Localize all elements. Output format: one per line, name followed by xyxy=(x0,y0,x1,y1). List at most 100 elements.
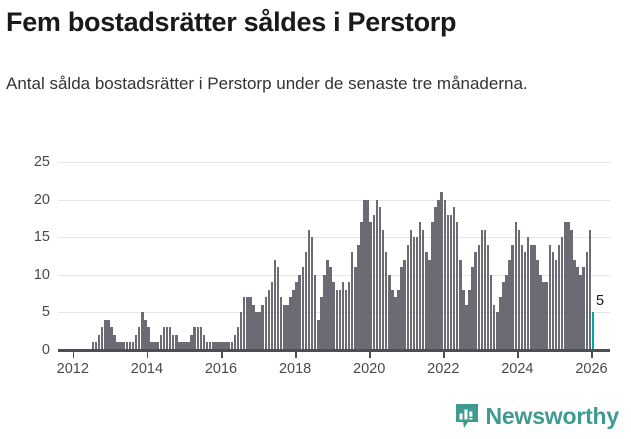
bar xyxy=(443,199,447,350)
bar xyxy=(533,244,536,350)
bar xyxy=(391,289,394,350)
bar xyxy=(215,342,218,350)
x-axis-tick-label: 2018 xyxy=(278,361,312,377)
bar xyxy=(212,342,215,350)
bar xyxy=(236,327,240,350)
bar xyxy=(378,207,382,350)
bar xyxy=(397,289,400,350)
bar xyxy=(97,334,101,350)
bar xyxy=(381,229,385,350)
page-title: Fem bostadsrätter såldes i Perstorp xyxy=(6,7,457,37)
bar xyxy=(570,229,573,350)
bar xyxy=(517,229,521,350)
bar xyxy=(326,259,329,350)
bar xyxy=(171,334,175,350)
x-axis-tick-label: 2014 xyxy=(130,361,164,377)
bar xyxy=(341,282,345,350)
x-axis-tick xyxy=(295,351,297,358)
bar xyxy=(150,342,153,350)
bar xyxy=(576,267,579,350)
y-axis-tick-label: 25 xyxy=(33,154,50,170)
y-axis-tick-label: 20 xyxy=(33,191,50,208)
bar xyxy=(573,259,576,350)
gridline xyxy=(58,237,610,239)
bar xyxy=(125,342,129,350)
bar xyxy=(434,207,437,350)
bar xyxy=(455,222,459,350)
bar xyxy=(542,282,545,350)
bar xyxy=(335,289,339,350)
bar xyxy=(137,327,141,350)
bar xyxy=(567,222,570,350)
x-axis-tick xyxy=(517,351,519,358)
bar xyxy=(100,327,104,350)
bar xyxy=(289,297,292,350)
bar xyxy=(239,312,243,350)
bar xyxy=(159,334,163,350)
x-axis-tick xyxy=(369,351,371,358)
x-axis-tick xyxy=(72,351,75,358)
bar xyxy=(415,237,419,350)
bar xyxy=(372,214,376,350)
bar xyxy=(283,304,286,350)
bar xyxy=(412,237,416,350)
bar xyxy=(499,297,502,350)
bar xyxy=(298,274,301,350)
bar xyxy=(227,342,230,350)
bar xyxy=(276,267,280,350)
bar xyxy=(471,267,474,350)
bar xyxy=(446,214,450,350)
bar xyxy=(409,229,413,350)
bar xyxy=(202,334,206,350)
bar xyxy=(128,342,132,350)
bar xyxy=(514,222,518,350)
newsworthy-logo: Newsworthy xyxy=(455,403,619,429)
bar xyxy=(313,274,317,350)
bar xyxy=(224,342,227,350)
bar xyxy=(199,327,203,350)
y-axis-tick-label: 15 xyxy=(33,229,50,246)
bar xyxy=(273,259,277,350)
bar xyxy=(249,297,252,350)
bar xyxy=(530,244,533,350)
bar xyxy=(329,267,332,350)
bar xyxy=(431,222,434,350)
bar xyxy=(184,342,187,350)
bar xyxy=(557,244,561,350)
bar xyxy=(242,297,246,350)
bar xyxy=(208,342,212,350)
bar xyxy=(270,282,274,350)
bar xyxy=(252,304,255,350)
bar xyxy=(421,229,425,350)
bar xyxy=(110,327,113,350)
bar xyxy=(258,312,261,350)
bar xyxy=(369,222,372,350)
bar xyxy=(344,289,348,350)
bar xyxy=(425,252,428,350)
bar xyxy=(465,304,468,350)
bar xyxy=(489,274,493,350)
x-axis-line xyxy=(58,349,610,352)
bar xyxy=(536,259,539,350)
bar xyxy=(310,237,314,350)
x-axis-tick-label: 2012 xyxy=(56,361,89,377)
x-axis-tick-label: 2016 xyxy=(204,361,238,377)
bar xyxy=(338,289,342,350)
bar xyxy=(502,282,505,350)
bar xyxy=(360,222,363,350)
bar xyxy=(588,229,592,350)
bar xyxy=(452,207,456,350)
x-axis-tick-label: 2026 xyxy=(575,361,608,377)
bar xyxy=(551,252,555,350)
bar xyxy=(480,229,484,350)
bar xyxy=(505,274,508,350)
bar xyxy=(141,312,144,350)
bar xyxy=(357,244,360,350)
gridline xyxy=(58,274,610,276)
bar xyxy=(520,244,524,350)
highlight-value-label: 5 xyxy=(596,293,605,310)
bar xyxy=(462,289,465,350)
bar xyxy=(187,342,190,350)
bar xyxy=(486,244,490,350)
